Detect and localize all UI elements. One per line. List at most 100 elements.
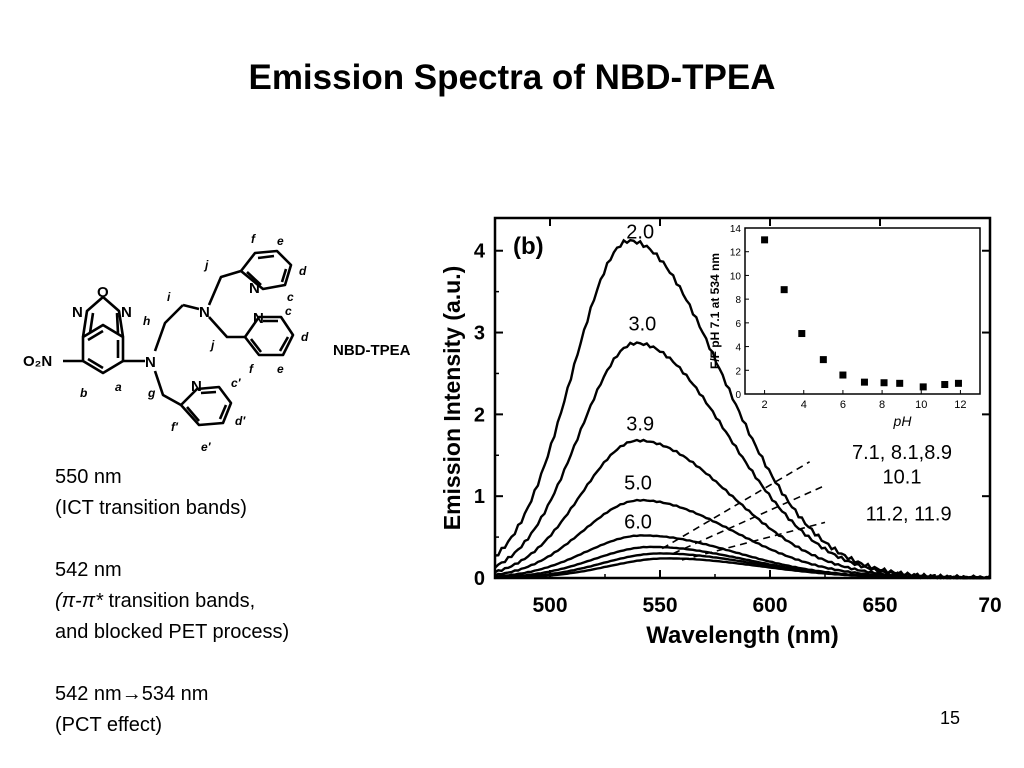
inset-data-point	[919, 383, 927, 391]
label-amine-n1: N	[145, 354, 156, 371]
label-py3-n: N	[191, 378, 202, 395]
y-tick-label: 3	[474, 323, 485, 345]
label-a: a	[115, 380, 122, 394]
leader-line	[672, 484, 826, 555]
label-e3: e′	[201, 440, 212, 454]
curve-label: 7.1, 8.1,8.9	[852, 442, 952, 464]
spectrum-line-ph-3.0	[494, 341, 991, 580]
inset-y-tick-label: 2	[735, 366, 741, 377]
inset-x-tick-label: 12	[954, 399, 966, 411]
chain-g	[153, 370, 182, 407]
pyridine-3-double	[186, 390, 228, 422]
x-tick-label: 500	[532, 594, 567, 617]
inset-y-tick-label: 4	[735, 343, 741, 354]
inset-data-point	[839, 371, 847, 379]
inset-data-point	[860, 378, 868, 386]
inset-y-tick-label: 14	[730, 224, 742, 235]
label-g: g	[147, 386, 156, 400]
pyridine-2	[243, 315, 295, 357]
label-d2: d	[301, 330, 309, 344]
y-tick-label: 2	[474, 404, 485, 426]
pyridine-1	[239, 249, 293, 291]
x-tick-label: 650	[862, 594, 897, 617]
plot-frame	[493, 216, 992, 580]
inset-frame	[744, 227, 981, 395]
label-amine-n2: N	[199, 304, 210, 321]
curve-label: 2.0	[626, 221, 654, 243]
inset-y-tick-label: 6	[735, 319, 741, 330]
inset-data-point	[780, 286, 788, 294]
label-c1: c	[287, 290, 294, 304]
note-3-line-2: (PCT effect)	[55, 714, 163, 736]
inset-y-label: F/F pH 7.1 at 534 nm	[708, 253, 722, 369]
notes: 550 nm (ICT transition bands) 542 nm (π-…	[55, 462, 289, 741]
chain-j-down	[208, 316, 245, 339]
note-1: 550 nm (ICT transition bands)	[55, 462, 289, 524]
note-3: 542 nm→534 nm (PCT effect)	[55, 679, 289, 741]
inset-data-point	[896, 379, 904, 387]
inset-x-tick-label: 10	[915, 399, 927, 411]
inset-x-tick-label: 8	[879, 399, 885, 411]
label-py2-n: N	[253, 310, 264, 327]
curve-label: 11.2, 11.9	[866, 504, 952, 526]
y-tick-label: 4	[474, 241, 486, 263]
note-2-transition: transition bands,	[102, 590, 256, 612]
pyridine-1-double	[246, 254, 288, 286]
y-axis-label: Emission Intensity (a.u.)	[439, 266, 465, 531]
inset-data-point	[954, 379, 962, 387]
note-1-line-2: (ICT transition bands)	[55, 497, 247, 519]
label-c3: c′	[231, 376, 242, 390]
chain-j-up	[207, 269, 242, 306]
label-f3: f′	[171, 420, 179, 434]
oxadiazole-double	[88, 312, 120, 334]
label-c2: c	[285, 304, 292, 318]
panel-label: (b)	[513, 233, 544, 260]
note-2: 542 nm (π-π* transition bands, and block…	[55, 555, 289, 648]
label-f1: f	[251, 232, 256, 246]
inset-data-point	[880, 379, 888, 387]
note-2-line-3: and blocked PET process)	[55, 621, 290, 643]
label-compound-name: NBD-TPEA	[333, 342, 411, 359]
label-b: b	[80, 386, 87, 400]
label-j1: j	[203, 258, 209, 272]
label-i: i	[167, 290, 171, 304]
inset-x-tick-label: 6	[840, 399, 846, 411]
leader-line	[681, 521, 826, 561]
pyridine-3	[179, 385, 233, 427]
label-h: h	[143, 314, 150, 328]
y-tick-label: 1	[474, 486, 485, 508]
x-tick-label: 70	[978, 594, 1001, 617]
inset-y-tick-label: 8	[735, 295, 741, 306]
oxadiazole-ring	[81, 295, 125, 338]
slide-number: 15	[939, 708, 961, 728]
inset-y-tick-label: 10	[730, 271, 742, 282]
inset-data-point	[798, 330, 806, 338]
label-f2: f	[249, 362, 254, 376]
inset-data-point	[761, 236, 769, 244]
curve-label: 5.0	[624, 472, 652, 494]
label-n-right: N	[121, 304, 132, 321]
curve-label: 3.9	[626, 414, 654, 436]
x-axis-label: Wavelength (nm)	[646, 622, 838, 649]
x-tick-label: 600	[752, 594, 787, 617]
curve-label: 6.0	[624, 512, 652, 534]
note-2-line-1: 542 nm	[55, 559, 122, 581]
inset-y-tick-label: 12	[730, 248, 742, 259]
label-j2: j	[209, 338, 215, 352]
nbd-tpea-structure: O₂N O N N N N N N N NBD-TPEA a b g h i j…	[23, 232, 411, 454]
label-o-top: O	[97, 284, 109, 301]
inset-data-point	[941, 381, 949, 389]
slide-title: Emission Spectra of NBD-TPEA	[248, 58, 776, 97]
chain-i	[182, 303, 200, 311]
curve-label: 3.0	[628, 314, 656, 336]
label-d1: d	[299, 264, 307, 278]
chain-h	[153, 304, 184, 352]
curve-label: 10.1	[883, 467, 922, 489]
label-py1-n: N	[249, 280, 260, 297]
note-2-line-2: (π-π* transition bands,	[55, 586, 289, 617]
inset-data-point	[819, 356, 827, 364]
x-tick-label: 550	[642, 594, 677, 617]
note-1-line-1: 550 nm	[55, 466, 122, 488]
leader-line	[661, 461, 811, 550]
